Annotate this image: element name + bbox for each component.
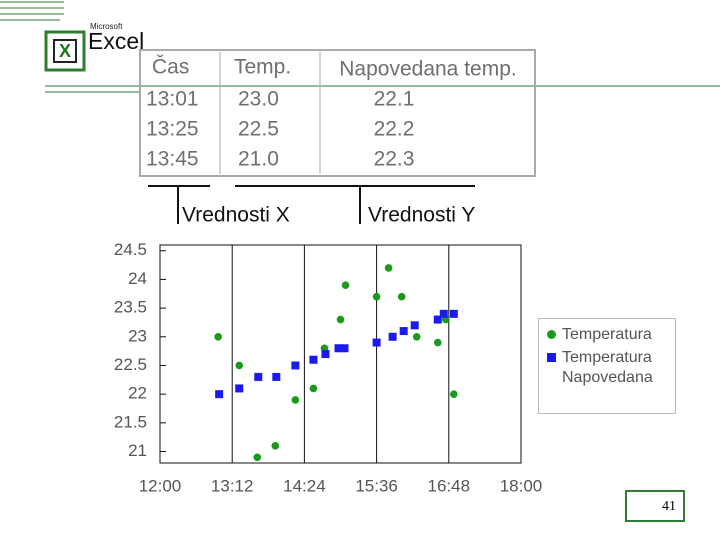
table-cell: 13:01 xyxy=(146,88,199,111)
range-label: Vrednosti Y xyxy=(368,204,475,227)
point xyxy=(450,390,458,398)
legend-item: Temperatura xyxy=(547,325,671,345)
y-tick-label: 21.5 xyxy=(114,412,147,431)
svg-text:X: X xyxy=(59,41,71,61)
point xyxy=(412,332,421,341)
legend-swatch xyxy=(547,330,556,339)
point xyxy=(399,327,408,336)
point xyxy=(384,264,393,272)
point xyxy=(397,292,406,301)
table-cell: 22.2 xyxy=(374,118,415,141)
point xyxy=(433,338,442,347)
x-tick-label: 14:24 xyxy=(283,476,326,495)
point xyxy=(309,384,318,393)
point xyxy=(235,384,244,393)
slide-number-box xyxy=(625,490,685,522)
point xyxy=(388,332,397,341)
y-tick-label: 24.5 xyxy=(114,240,147,259)
logo-product: Excel xyxy=(88,28,144,54)
point xyxy=(341,281,350,289)
slide-number: 41 xyxy=(662,499,676,514)
x-tick-label: 13:12 xyxy=(211,476,254,495)
point xyxy=(439,309,448,318)
y-tick-label: 21 xyxy=(128,441,147,460)
point xyxy=(336,315,345,324)
x-tick-label: 18:00 xyxy=(500,476,543,495)
point xyxy=(254,372,263,381)
decoration xyxy=(0,1,720,93)
data-table: Čas Temp. Napovedana temp. 13:01 23.0 22… xyxy=(139,49,536,177)
table-header: Temp. xyxy=(234,56,291,79)
y-tick-label: 24 xyxy=(128,269,147,288)
point xyxy=(271,441,280,450)
x-tick-label: 12:00 xyxy=(139,476,182,495)
point xyxy=(291,361,300,370)
range-label: Vrednosti X xyxy=(182,204,290,227)
excel-logo: X Microsoft Excel xyxy=(44,22,144,72)
table-header: Napovedana temp. xyxy=(339,58,516,81)
table-cell: 22.1 xyxy=(374,88,415,111)
range-brackets xyxy=(148,185,475,224)
point xyxy=(215,390,224,399)
y-tick-label: 23 xyxy=(128,326,147,345)
table-cell: 13:45 xyxy=(146,148,199,171)
legend-swatch xyxy=(547,353,556,362)
point xyxy=(433,315,442,324)
x-tick-label: 16:48 xyxy=(428,476,471,495)
y-tick-label: 22.5 xyxy=(114,355,147,374)
x-tick-label: 15:36 xyxy=(355,476,398,495)
point xyxy=(235,361,244,370)
point xyxy=(372,292,381,301)
point xyxy=(321,350,330,358)
table-cell: 21.0 xyxy=(238,148,279,171)
point xyxy=(334,344,343,353)
table-cell: 13:25 xyxy=(146,118,199,141)
plot-area xyxy=(159,244,522,464)
point xyxy=(340,344,349,353)
point xyxy=(214,332,222,341)
table-cell: 23.0 xyxy=(238,88,279,111)
point xyxy=(272,372,281,381)
point xyxy=(309,355,318,364)
y-tick-label: 23.5 xyxy=(114,298,147,317)
legend-item: Temperatura Napovedana xyxy=(547,348,671,388)
point xyxy=(253,453,262,462)
legend-label: Temperatura xyxy=(562,326,652,343)
logo-maker: Microsoft xyxy=(90,22,123,31)
point xyxy=(372,338,381,347)
point xyxy=(410,321,419,330)
legend-label: Temperatura Napovedana xyxy=(562,349,653,386)
y-tick-label: 22 xyxy=(128,384,147,403)
table-header: Čas xyxy=(152,56,189,79)
table-cell: 22.5 xyxy=(238,118,279,141)
legend: Temperatura Temperatura Napovedana xyxy=(538,318,676,414)
table-cell: 22.3 xyxy=(374,148,415,171)
point xyxy=(291,396,300,404)
point xyxy=(449,309,458,318)
